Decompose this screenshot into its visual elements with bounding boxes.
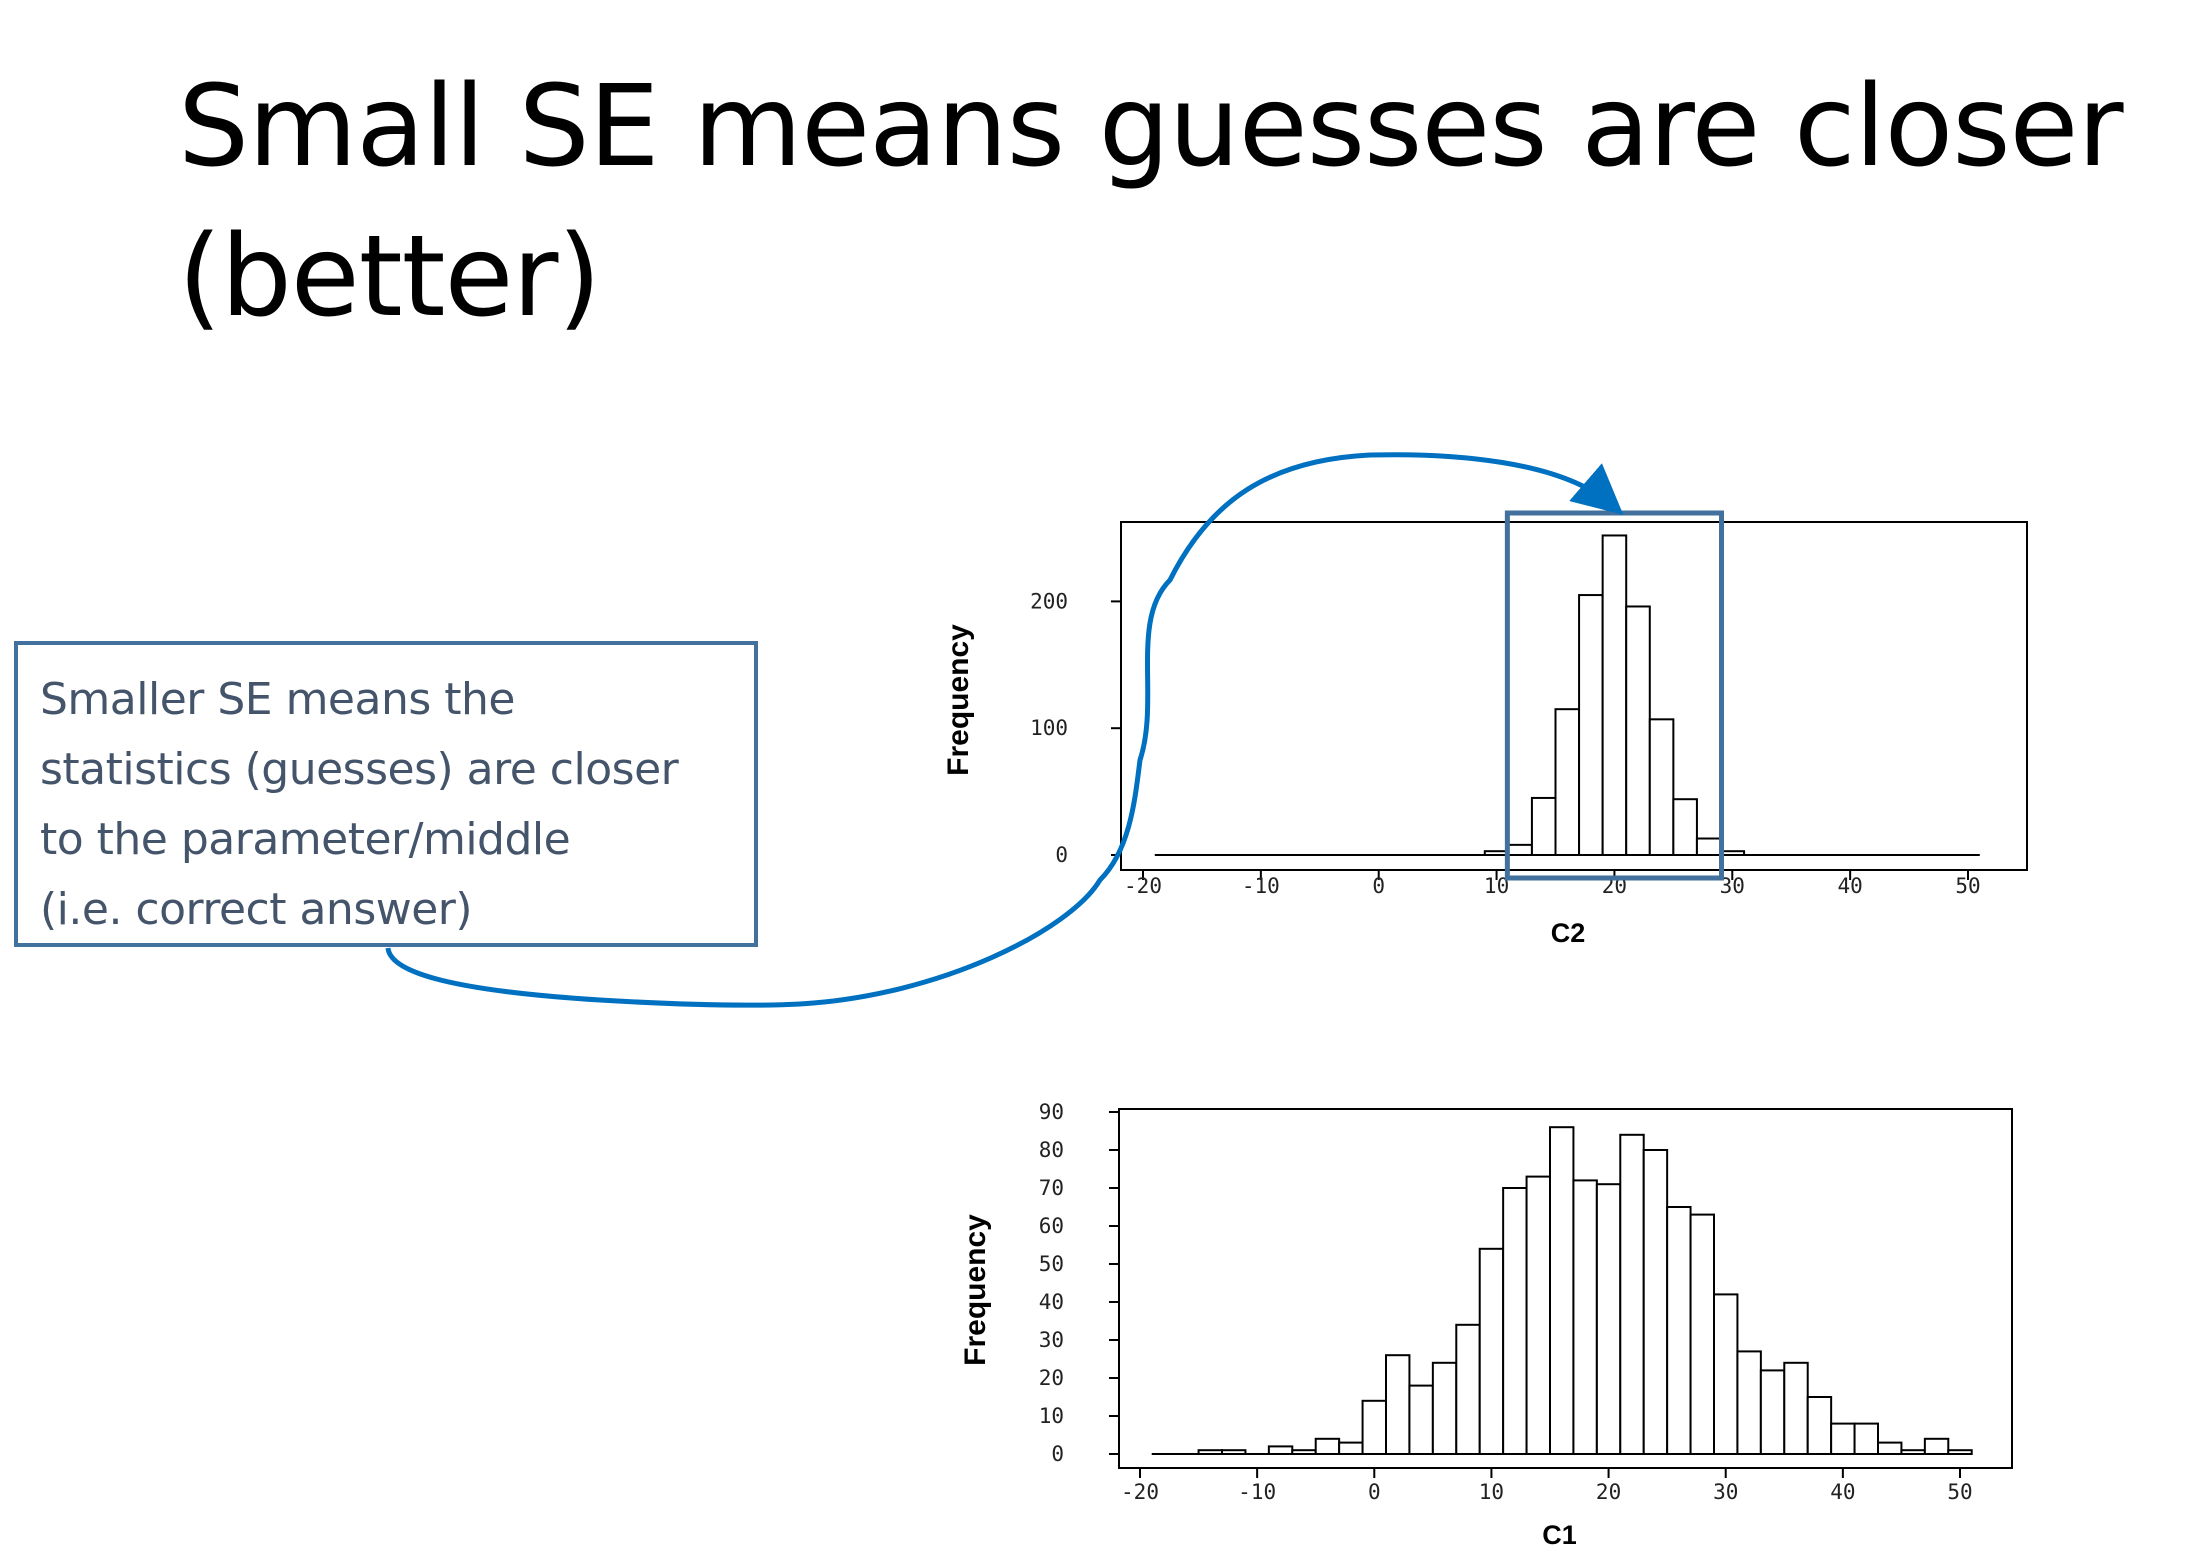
histogram-bar — [1806, 1396, 1833, 1455]
x-tick-label: 40 — [1830, 1480, 1855, 1504]
histogram-bar — [1291, 1449, 1317, 1455]
histogram-bar — [1431, 1361, 1458, 1456]
histogram-bar — [1923, 1437, 1950, 1456]
histogram-bar — [1361, 1399, 1387, 1456]
callout-line-3: to the parameter/middle — [40, 814, 571, 865]
callout-line-4: (i.e. correct answer) — [40, 884, 473, 935]
histogram-bar — [1578, 594, 1604, 856]
x-tick-label: 10 — [1479, 1480, 1504, 1504]
histogram-bar — [1314, 1437, 1341, 1456]
y-tick-label: 0 — [1051, 1442, 1064, 1466]
y-tick-label: 80 — [1039, 1138, 1064, 1162]
histogram-bar — [1483, 850, 1510, 856]
y-tick-label: 10 — [1039, 1404, 1064, 1428]
histogram-bar — [1783, 1361, 1809, 1456]
callout-line-1: Smaller SE means the — [40, 674, 515, 725]
histogram-bar — [1853, 1422, 1879, 1455]
histogram-bar — [1385, 1354, 1411, 1455]
y-tick-label: 70 — [1039, 1176, 1064, 1200]
x-axis-label: C1 — [1542, 1520, 1577, 1550]
x-tick-label: -10 — [1242, 874, 1280, 898]
x-tick-label: 50 — [1955, 874, 1980, 898]
x-tick-label: -10 — [1238, 1480, 1276, 1504]
histogram-bar — [1572, 1179, 1598, 1456]
y-axis-label: Frequency — [959, 1214, 992, 1366]
y-tick-label: 0 — [1055, 843, 1068, 867]
histogram-bar — [1549, 1126, 1575, 1455]
histogram-bar — [1695, 837, 1722, 856]
histogram-bar — [1719, 850, 1746, 856]
x-tick-label: 0 — [1368, 1480, 1381, 1504]
x-tick-label: 20 — [1596, 1480, 1621, 1504]
histogram-bar — [1877, 1441, 1903, 1455]
histogram-bar — [1648, 718, 1675, 856]
callout-box: Smaller SE means the statistics (guesses… — [14, 641, 758, 947]
histogram-bar — [1947, 1449, 1973, 1455]
x-tick-label: 0 — [1372, 874, 1385, 898]
histogram-bar — [1197, 1449, 1223, 1455]
histogram-bar — [1601, 534, 1628, 856]
y-axis-label: Frequency — [942, 624, 975, 776]
histogram-bar — [1507, 843, 1533, 857]
histogram-bar — [1759, 1369, 1786, 1456]
y-tick-label: 30 — [1039, 1328, 1064, 1352]
plot-frame — [1118, 1108, 2013, 1469]
y-tick-label: 60 — [1039, 1214, 1064, 1238]
histogram-bar — [1502, 1187, 1528, 1455]
x-axis-label: C2 — [1551, 918, 1586, 948]
y-tick-label: 20 — [1039, 1366, 1064, 1390]
histogram-bar — [1530, 796, 1557, 857]
histogram-bar — [1900, 1449, 1926, 1455]
histogram-bar — [1338, 1441, 1364, 1455]
y-tick-label: 50 — [1039, 1252, 1064, 1276]
y-tick-label: 200 — [1030, 589, 1068, 613]
histogram-bar — [1666, 1206, 1692, 1455]
histogram-bar — [1478, 1247, 1505, 1456]
slide-title: Small SE means guesses are closer (bette… — [178, 62, 2124, 342]
x-tick-label: -20 — [1121, 1480, 1159, 1504]
histogram-bar — [1267, 1445, 1294, 1456]
y-tick-label: 40 — [1039, 1290, 1064, 1314]
plot-frame — [1120, 521, 2028, 871]
x-tick-label: 30 — [1713, 1480, 1738, 1504]
histogram-bar — [1554, 708, 1581, 856]
histogram-bar — [1525, 1175, 1551, 1455]
histogram-bar — [1221, 1449, 1247, 1455]
y-tick-label: 100 — [1030, 716, 1068, 740]
histogram-bar — [1619, 1133, 1645, 1456]
histogram-bar — [1408, 1384, 1434, 1455]
connector-arrow — [385, 452, 1624, 1008]
callout-line-2: statistics (guesses) are closer — [40, 744, 679, 795]
histogram-bar — [1713, 1293, 1739, 1456]
histogram-bar — [1736, 1350, 1762, 1456]
x-tick-label: 40 — [1837, 874, 1862, 898]
x-tick-label: -20 — [1124, 874, 1162, 898]
histogram-bar — [1595, 1183, 1622, 1455]
histogram-bar — [1642, 1149, 1669, 1455]
histogram-bar — [1689, 1213, 1715, 1455]
histogram-bar — [1672, 798, 1698, 857]
x-tick-label: 50 — [1947, 1480, 1972, 1504]
histogram-bar — [1625, 605, 1651, 856]
histogram-c1: -20 -10 0 10 20 30 40 50 0 10 20 30 40 50 60 70 80 90 C1 Fr… — [959, 1100, 2013, 1550]
histogram-bar — [1455, 1323, 1481, 1456]
y-tick-label: 90 — [1039, 1100, 1064, 1124]
histogram-bar — [1830, 1422, 1856, 1455]
